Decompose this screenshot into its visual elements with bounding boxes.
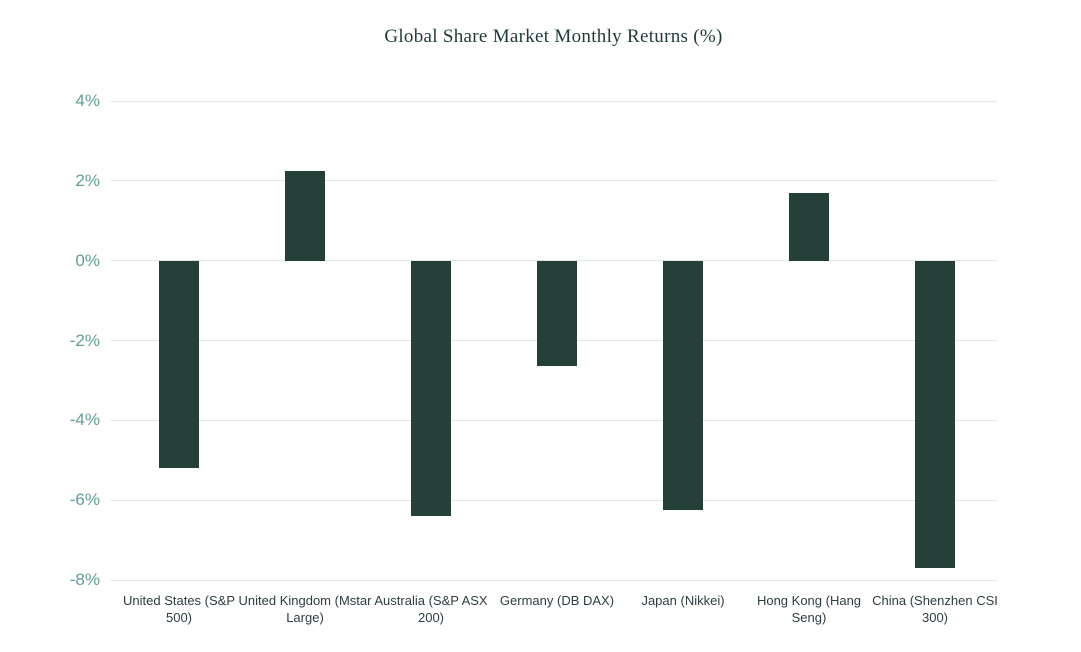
y-axis-tick-label: -4% bbox=[69, 410, 100, 430]
bar[interactable] bbox=[285, 170, 325, 261]
gridline bbox=[110, 419, 997, 421]
gridline bbox=[110, 579, 997, 581]
chart-title: Global Share Market Monthly Returns (%) bbox=[384, 26, 723, 47]
bar[interactable] bbox=[537, 260, 577, 367]
y-axis-tick-label: -2% bbox=[69, 330, 100, 350]
y-axis-tick-label: -6% bbox=[69, 490, 100, 510]
gridline bbox=[110, 180, 997, 182]
bar[interactable] bbox=[159, 260, 199, 469]
bar[interactable] bbox=[663, 260, 703, 511]
x-axis-category-label: United States (S&P 500) bbox=[123, 593, 235, 625]
bar[interactable] bbox=[789, 192, 829, 261]
gridline bbox=[110, 499, 997, 501]
x-axis-category-label: Germany (DB DAX) bbox=[499, 593, 615, 608]
x-axis-category-label: Australia (S&P ASX 200) bbox=[374, 593, 488, 625]
bar[interactable] bbox=[411, 260, 451, 517]
y-axis-tick-label: -8% bbox=[69, 570, 100, 589]
x-axis-category-label: China (Shenzhen CSI 300) bbox=[872, 593, 998, 625]
x-axis-category-label: United Kingdom (Mstar Large) bbox=[238, 593, 372, 625]
x-axis-category-label: Japan (Nikkei) bbox=[641, 593, 725, 608]
gridline bbox=[110, 100, 997, 102]
x-axis-category-label: Hong Kong (Hang Seng) bbox=[756, 593, 862, 625]
y-axis-tick-label: 0% bbox=[75, 250, 100, 270]
y-axis-tick-label: 4% bbox=[75, 91, 100, 110]
y-axis-tick-label: 2% bbox=[75, 170, 100, 190]
bar[interactable] bbox=[915, 260, 955, 568]
